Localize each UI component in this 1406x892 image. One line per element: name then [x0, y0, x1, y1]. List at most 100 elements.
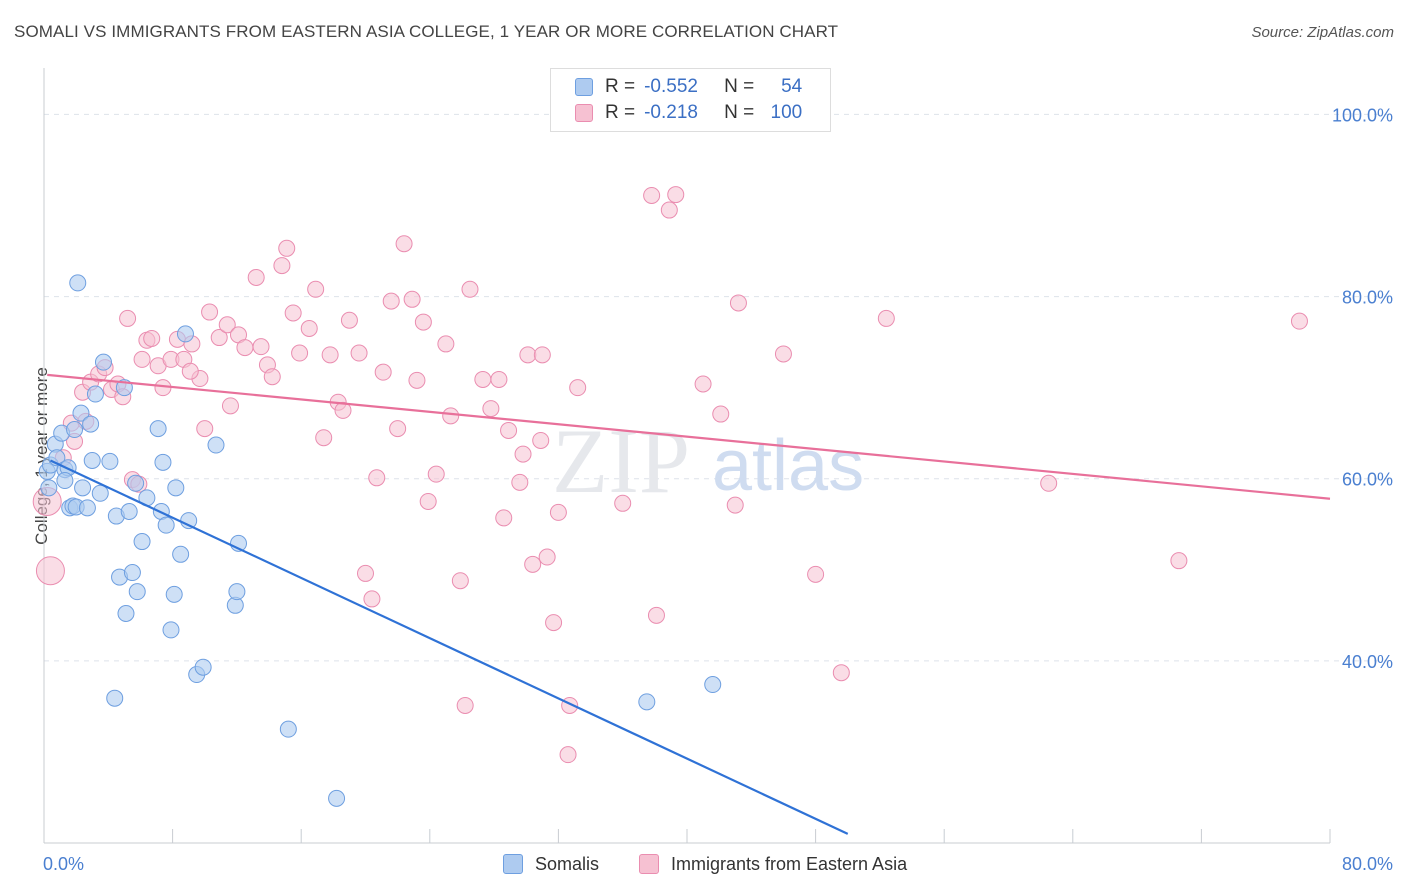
somali-point	[149, 420, 167, 438]
eastern-asia-point	[511, 473, 529, 491]
eastern-asia-point	[694, 375, 712, 393]
somali-point	[91, 484, 109, 502]
eastern-asia-point	[490, 370, 508, 388]
eastern-asia-point	[133, 350, 151, 368]
somali-point	[207, 436, 225, 454]
somali-point	[106, 689, 124, 707]
somali-point	[83, 452, 101, 469]
bottom-legend-somali: Somalis	[503, 852, 599, 876]
somali-swatch	[575, 78, 593, 96]
somali-point	[279, 720, 297, 738]
eastern-asia-point	[729, 294, 747, 312]
somali-point	[638, 693, 656, 711]
eastern-asia-point	[35, 556, 65, 586]
eastern-asia-point	[181, 362, 199, 380]
eastern-asia-point	[451, 572, 469, 590]
eastern-asia-point	[119, 309, 137, 327]
eastern-asia-point	[218, 316, 236, 334]
somali-point	[78, 499, 96, 517]
somali-point	[167, 479, 185, 497]
somali-point	[194, 658, 212, 676]
eastern-asia-point	[414, 313, 432, 331]
eastern-asia-point	[315, 429, 333, 447]
eastern-asia-point	[340, 311, 358, 329]
eastern-asia-point	[278, 239, 296, 257]
eastern-asia-point	[395, 235, 413, 253]
eastern-asia-point	[643, 186, 661, 204]
eastern-asia-point	[196, 420, 214, 438]
somali-point	[128, 583, 146, 601]
somali-point	[82, 415, 100, 433]
legend-row-somali: R = -0.552 N = 54	[575, 75, 802, 99]
eastern-asia-point	[143, 329, 161, 347]
eastern-asia-point	[1170, 552, 1188, 570]
somali-n-value: 54	[781, 76, 803, 97]
watermark-atlas: atlas	[712, 426, 864, 506]
eastern-asia-point	[774, 345, 792, 363]
eastern-asia-point	[514, 445, 532, 463]
series-somali-points	[38, 274, 722, 807]
asia-n-value: 100	[770, 102, 803, 123]
somali-point	[157, 516, 175, 534]
eastern-asia-point	[1040, 474, 1058, 492]
bottom-asia-swatch	[639, 854, 659, 874]
eastern-asia-point	[374, 363, 392, 381]
eastern-asia-point	[726, 496, 744, 514]
eastern-asia-point	[456, 696, 474, 714]
eastern-asia-point	[210, 329, 228, 347]
somali-point	[165, 585, 183, 603]
eastern-asia-point	[201, 303, 219, 321]
asia-r-label: R =	[605, 102, 636, 123]
eastern-asia-point	[461, 280, 479, 298]
eastern-asia-point	[442, 407, 460, 425]
eastern-asia-point	[247, 268, 265, 286]
axes	[43, 68, 1331, 844]
eastern-asia-point	[832, 664, 850, 682]
eastern-asia-point	[363, 590, 381, 608]
somali-point	[172, 545, 190, 563]
somali-point	[101, 452, 119, 470]
eastern-asia-point	[807, 565, 825, 583]
eastern-asia-point	[291, 344, 309, 362]
somali-point	[117, 605, 135, 622]
bottom-legend-eastern-asia: Immigrants from Eastern Asia	[639, 852, 907, 876]
trendlines	[47, 373, 1331, 835]
eastern-asia-point	[221, 397, 239, 415]
eastern-asia-swatch	[575, 104, 593, 122]
chart-title: SOMALI VS IMMIGRANTS FROM EASTERN ASIA C…	[14, 22, 839, 41]
eastern-asia-point	[321, 346, 339, 364]
eastern-asia-point	[482, 400, 500, 418]
eastern-asia-point	[877, 309, 895, 327]
eastern-asia-point	[545, 614, 563, 632]
eastern-asia-trendline	[47, 373, 1331, 500]
eastern-asia-point	[712, 405, 730, 423]
source-credit: Source: ZipAtlas.com	[1251, 24, 1394, 41]
eastern-asia-point	[614, 494, 632, 512]
y-tick-label-2: 60.0%	[1342, 470, 1393, 490]
eastern-asia-point	[408, 371, 426, 389]
eastern-asia-point	[533, 346, 551, 364]
somali-point	[56, 472, 74, 490]
somali-point	[133, 533, 151, 551]
somali-point	[176, 325, 194, 343]
somali-point	[328, 789, 346, 807]
somali-point	[704, 676, 722, 694]
bottom-asia-label: Immigrants from Eastern Asia	[671, 853, 908, 874]
somali-point	[69, 274, 87, 292]
somali-point	[127, 474, 145, 492]
eastern-asia-point	[559, 746, 577, 764]
eastern-asia-point	[273, 257, 291, 275]
eastern-asia-point	[236, 339, 254, 357]
eastern-asia-point	[524, 555, 542, 573]
eastern-asia-point	[284, 304, 302, 322]
eastern-asia-point	[495, 509, 513, 527]
asia-n-label: N =	[724, 102, 755, 123]
somali-point	[120, 503, 138, 520]
somali-point	[66, 421, 84, 439]
eastern-asia-point	[647, 606, 665, 624]
eastern-asia-point	[660, 201, 678, 219]
y-tick-label-3: 40.0%	[1342, 652, 1393, 672]
eastern-asia-point	[368, 469, 386, 487]
eastern-asia-point	[549, 503, 567, 521]
series-eastern-asia-points	[32, 186, 1308, 764]
